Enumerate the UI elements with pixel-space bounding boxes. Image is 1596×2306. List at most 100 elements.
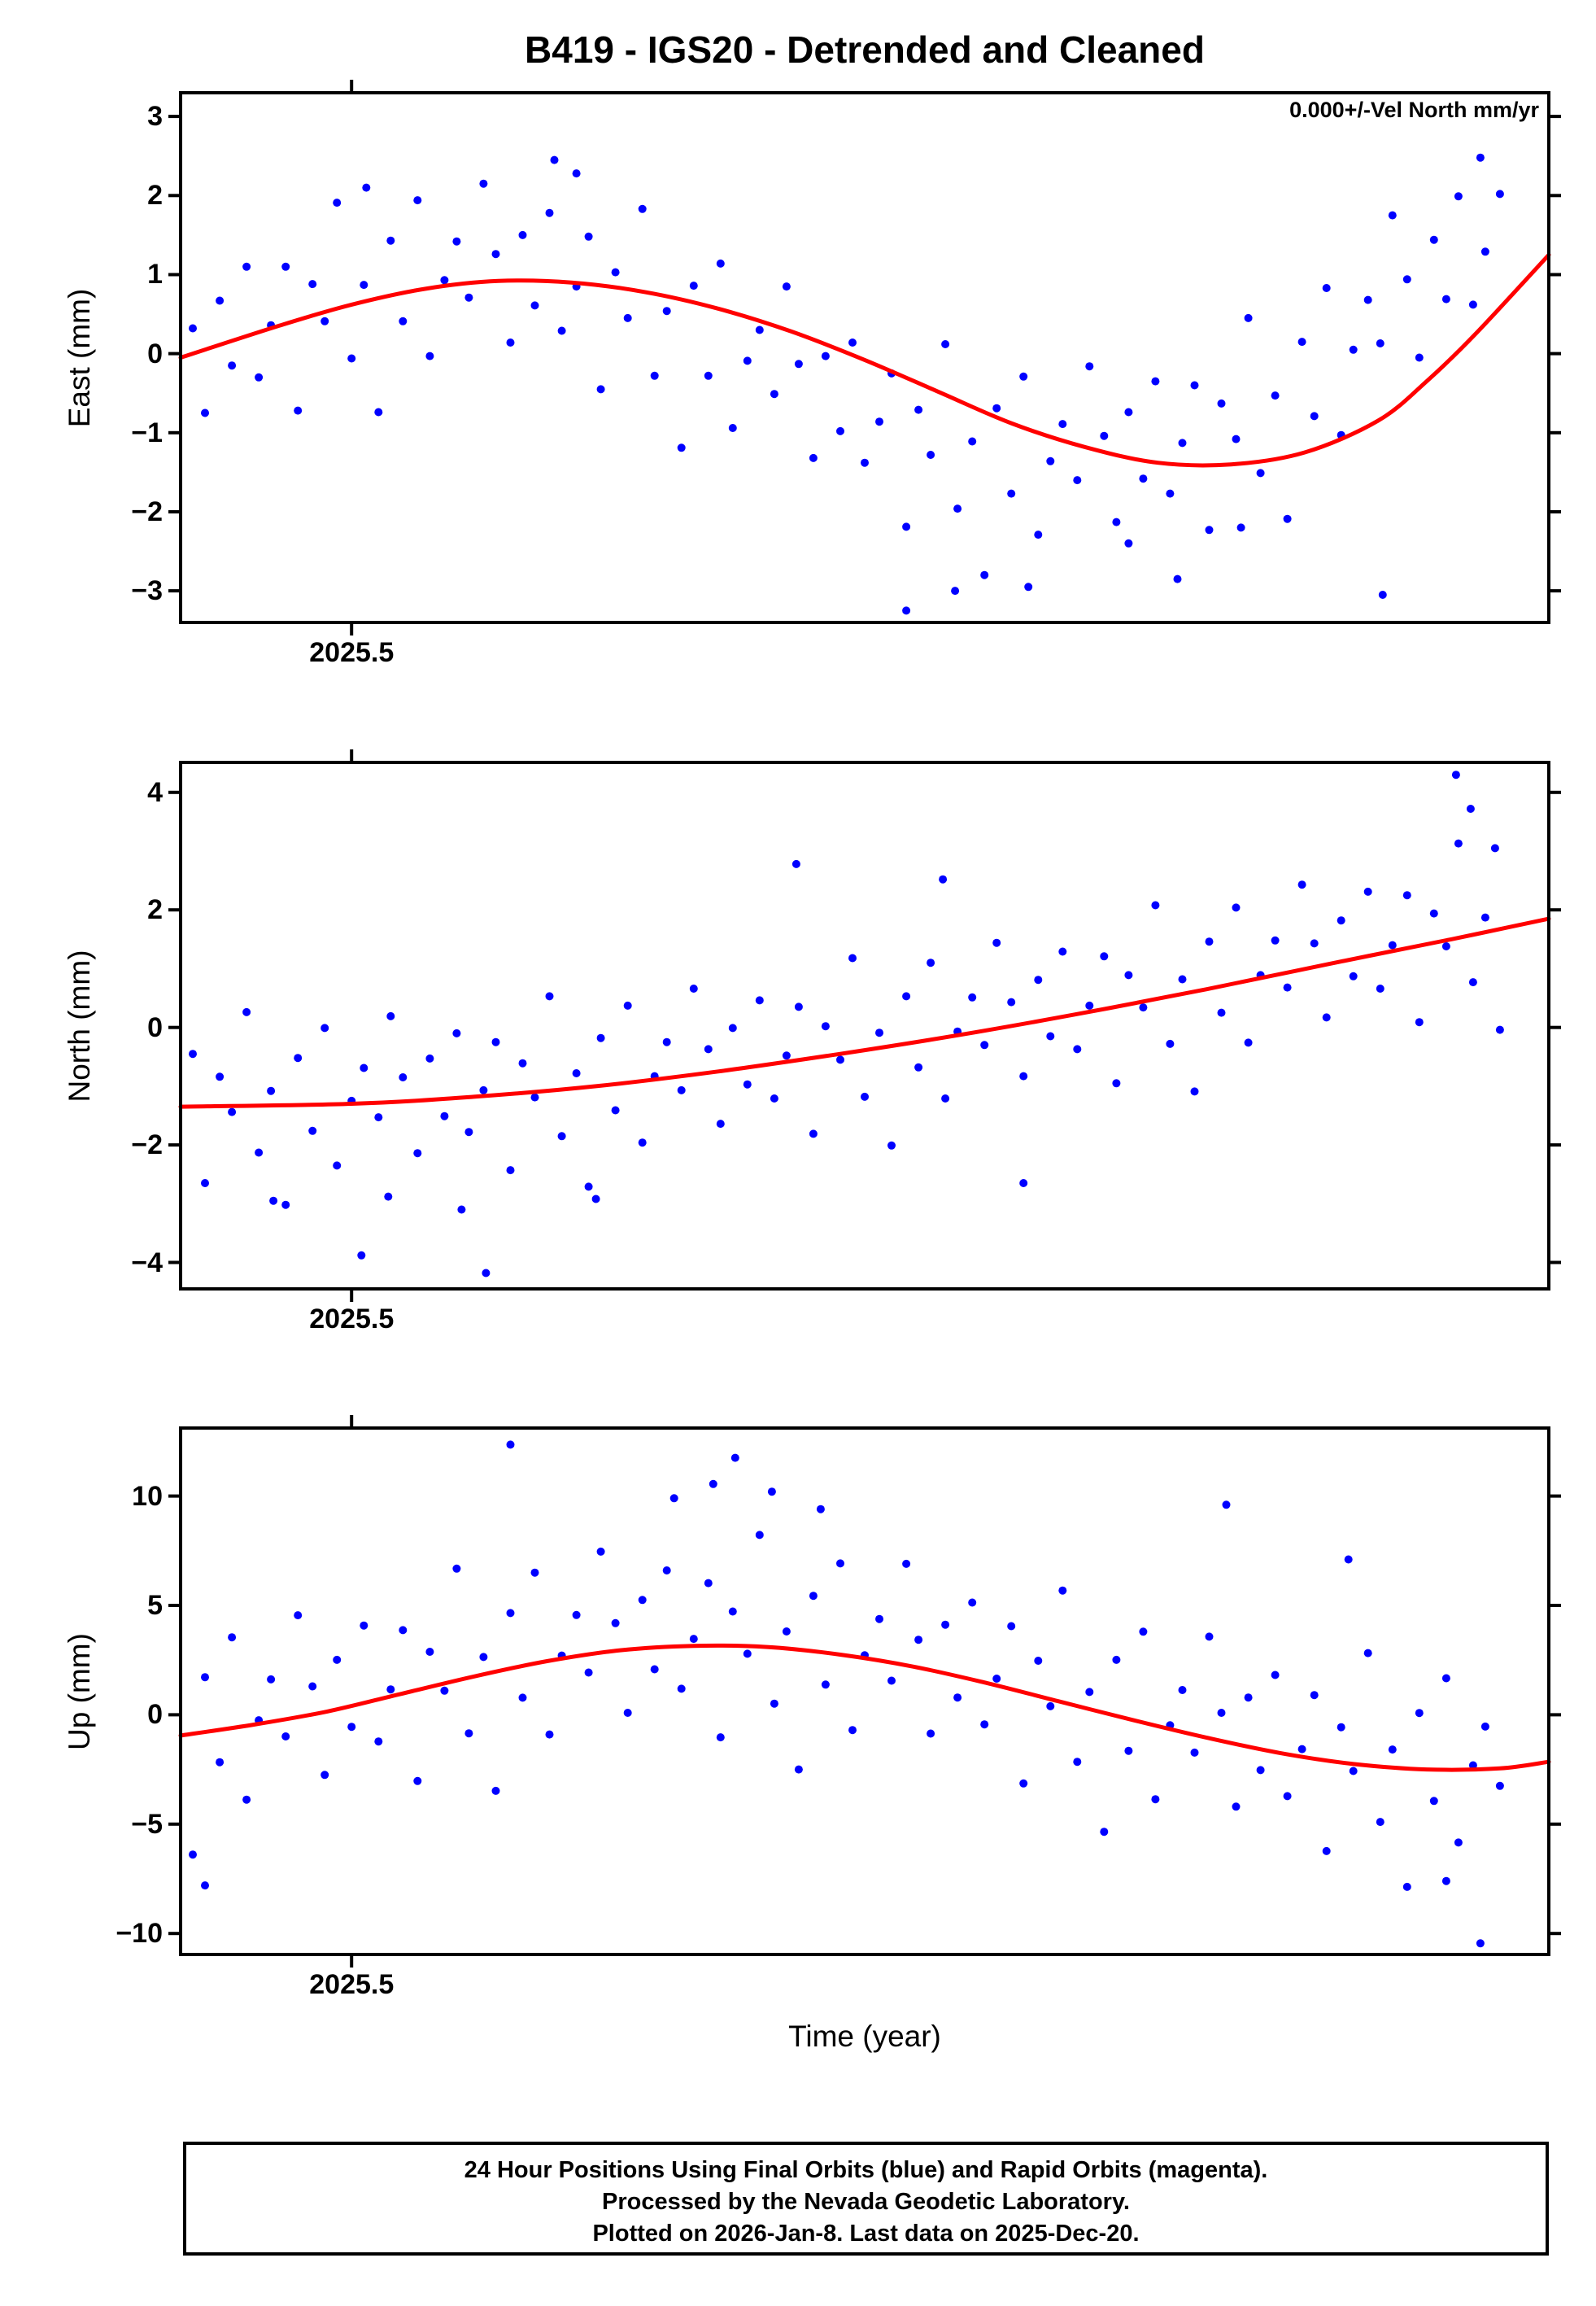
data-point bbox=[1454, 1838, 1463, 1847]
data-point bbox=[545, 208, 554, 217]
data-point bbox=[491, 1786, 500, 1795]
data-point bbox=[1441, 942, 1450, 950]
x-tick-label: 2025.5 bbox=[309, 1304, 395, 1334]
data-point bbox=[1283, 1792, 1292, 1801]
data-point bbox=[1244, 313, 1253, 322]
data-point bbox=[689, 1635, 698, 1644]
data-point bbox=[1100, 431, 1109, 440]
y-tick-label: 2 bbox=[147, 894, 163, 926]
velocity-annotation: 0.000+/-Vel North mm/yr bbox=[1289, 98, 1539, 122]
data-point bbox=[1322, 284, 1331, 292]
data-point bbox=[550, 155, 559, 164]
data-point bbox=[1151, 901, 1160, 910]
data-point bbox=[1454, 192, 1463, 201]
data-point bbox=[308, 280, 317, 289]
data-point bbox=[902, 992, 911, 1001]
fit-curve bbox=[178, 916, 1551, 1109]
data-point bbox=[1476, 153, 1485, 162]
data-point bbox=[374, 1113, 383, 1122]
data-point bbox=[457, 1205, 466, 1214]
data-point bbox=[333, 199, 342, 207]
data-point bbox=[1205, 526, 1214, 535]
data-point bbox=[506, 338, 515, 347]
data-point bbox=[452, 237, 461, 246]
data-point bbox=[1173, 574, 1182, 583]
data-point bbox=[440, 1112, 449, 1120]
data-point bbox=[425, 1054, 434, 1063]
data-point bbox=[1007, 998, 1016, 1007]
data-point bbox=[782, 282, 791, 291]
data-point bbox=[189, 1050, 197, 1059]
data-point bbox=[1073, 476, 1082, 485]
data-point bbox=[464, 1729, 473, 1738]
data-point bbox=[242, 1007, 251, 1016]
data-point bbox=[848, 954, 857, 963]
data-point bbox=[491, 1037, 500, 1046]
data-point bbox=[201, 1673, 209, 1682]
y-tick-label: 2 bbox=[147, 180, 163, 212]
data-point bbox=[716, 259, 725, 268]
footer-box: 24 Hour Positions Using Final Orbits (bl… bbox=[183, 2142, 1549, 2256]
data-point bbox=[1217, 399, 1226, 408]
data-point bbox=[321, 1771, 329, 1780]
data-point bbox=[413, 196, 422, 205]
data-point bbox=[1166, 1039, 1175, 1048]
data-point bbox=[1468, 300, 1477, 309]
data-point bbox=[1019, 1179, 1028, 1187]
data-point bbox=[530, 1568, 539, 1577]
data-point bbox=[1349, 972, 1358, 980]
data-point bbox=[1236, 523, 1245, 532]
data-point bbox=[482, 1269, 491, 1277]
data-point bbox=[755, 1531, 764, 1540]
data-point bbox=[1349, 1767, 1358, 1775]
footer-line-2: Processed by the Nevada Geodetic Laborat… bbox=[602, 2189, 1130, 2215]
data-point bbox=[1310, 1691, 1319, 1700]
data-point bbox=[709, 1479, 717, 1488]
data-point bbox=[1205, 1632, 1214, 1641]
data-point bbox=[228, 361, 237, 370]
data-point bbox=[1112, 1655, 1121, 1664]
data-point bbox=[1480, 1722, 1489, 1731]
data-point bbox=[1256, 1766, 1265, 1775]
data-point bbox=[1490, 844, 1499, 853]
data-point bbox=[321, 317, 329, 325]
data-point bbox=[1429, 1797, 1438, 1806]
data-point bbox=[1271, 1671, 1280, 1679]
data-point bbox=[1349, 345, 1358, 354]
y-tick-label: −4 bbox=[131, 1247, 163, 1278]
data-point bbox=[384, 1192, 393, 1201]
data-point bbox=[189, 324, 197, 333]
data-point bbox=[386, 1011, 395, 1020]
data-point bbox=[689, 282, 698, 290]
data-point bbox=[1337, 1723, 1345, 1732]
data-point bbox=[1363, 1649, 1372, 1657]
data-point bbox=[596, 385, 605, 394]
data-point bbox=[1178, 975, 1187, 984]
data-point bbox=[669, 1494, 678, 1503]
data-point bbox=[216, 1758, 225, 1767]
data-point bbox=[1388, 211, 1397, 220]
footer-line-1: 24 Hour Positions Using Final Orbits (bl… bbox=[464, 2157, 1268, 2183]
data-point bbox=[557, 326, 566, 335]
y-tick-label: 1 bbox=[147, 259, 163, 290]
data-point bbox=[623, 1709, 632, 1717]
y-tick-label: −5 bbox=[131, 1808, 163, 1840]
data-point bbox=[1178, 1686, 1187, 1694]
plot-frame bbox=[179, 1426, 1550, 1956]
data-point bbox=[1451, 771, 1460, 780]
data-point bbox=[809, 453, 818, 462]
data-point bbox=[267, 1675, 276, 1684]
data-point bbox=[755, 996, 764, 1005]
y-axis-label-up: Up (mm) bbox=[63, 1632, 96, 1750]
data-point bbox=[201, 1881, 209, 1890]
data-point bbox=[638, 1138, 647, 1147]
data-point bbox=[1124, 539, 1133, 548]
y-tick-label: −10 bbox=[116, 1918, 163, 1950]
data-point bbox=[611, 1106, 620, 1115]
data-point bbox=[677, 443, 686, 452]
fit-curve bbox=[178, 1643, 1551, 1772]
data-point bbox=[1322, 1013, 1331, 1022]
data-point bbox=[413, 1776, 422, 1785]
data-point bbox=[1363, 887, 1372, 896]
